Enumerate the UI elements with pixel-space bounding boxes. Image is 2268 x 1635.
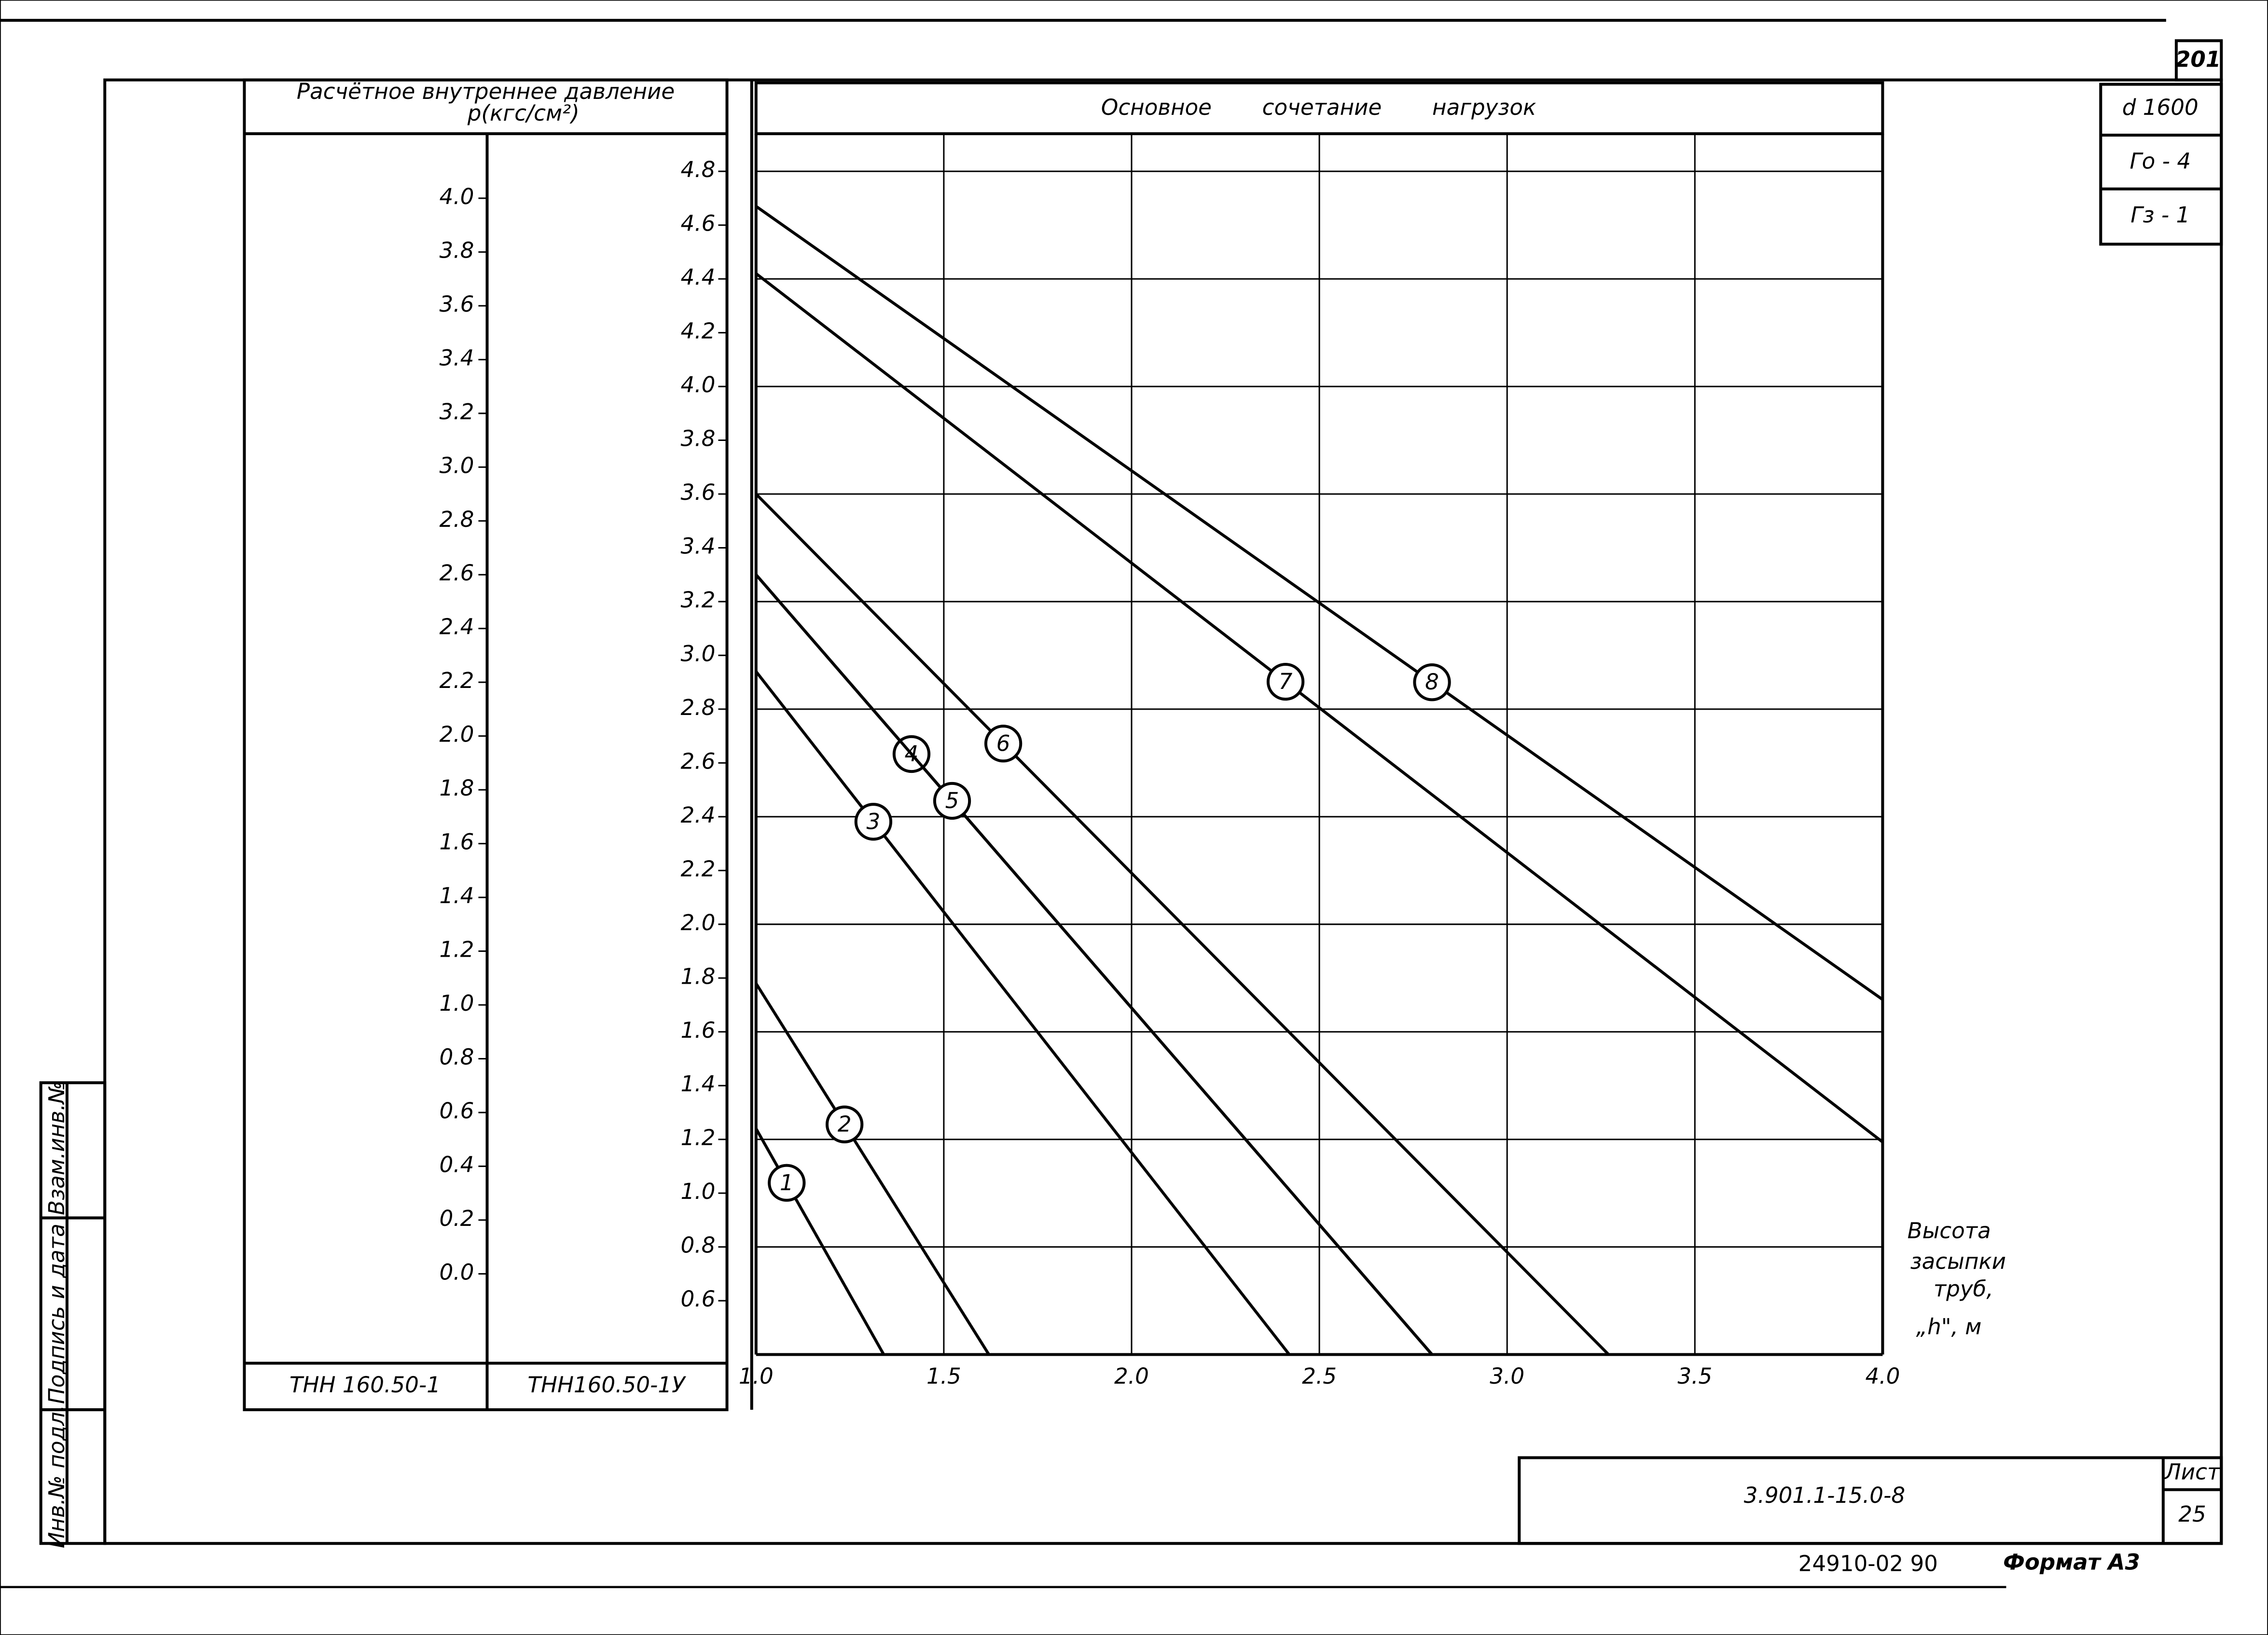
y2-tick-label: 0.2 [440, 1206, 474, 1231]
series-line [755, 982, 990, 1356]
y-tick-label: 1.0 [681, 1179, 716, 1204]
series-label-circle [984, 725, 1023, 763]
y-tick-label: 2.2 [681, 856, 716, 881]
y-axis-label: Расчётное внутреннее давление [297, 79, 675, 104]
side-label: Подпись и дата [44, 1223, 69, 1404]
y2-tick-label: 1.2 [440, 937, 474, 962]
series-line [755, 574, 1433, 1356]
series-label: 8 [1425, 669, 1439, 695]
y-tick-label: 4.8 [681, 157, 716, 182]
series-label-circle [768, 1164, 806, 1202]
y-tick-label: 4.6 [681, 211, 716, 236]
series-label: 5 [945, 788, 959, 813]
column-label: ТНН 160.50-1 [290, 1372, 441, 1398]
series-label-circle [933, 782, 971, 820]
y2-tick-label: 3.0 [440, 453, 474, 478]
y2-tick-label: 0.8 [440, 1044, 474, 1070]
y-tick-label: 2.4 [681, 802, 716, 828]
y-tick-label: 1.2 [681, 1125, 716, 1151]
series-label: 3 [867, 809, 881, 834]
x-tick-label: 2.5 [1302, 1363, 1337, 1389]
order-number: 24910-02 90 [1798, 1551, 1938, 1576]
series-label-circle [854, 803, 893, 841]
y-tick-label: 0.6 [681, 1286, 716, 1312]
sheet-number: 25 [2178, 1501, 2206, 1527]
x-tick-label: 3.0 [1490, 1363, 1524, 1389]
y-tick-label: 1.6 [681, 1017, 716, 1043]
y2-tick-label: 0.6 [440, 1098, 474, 1124]
x-tick-label: 1.0 [739, 1363, 774, 1389]
y2-tick-label: 3.4 [440, 345, 474, 371]
series-line [755, 671, 1291, 1356]
x-axis-label: Высота [1908, 1218, 1991, 1244]
y-tick-label: 2.8 [681, 695, 716, 720]
y2-tick-label: 1.4 [440, 883, 474, 908]
y-tick-label: 0.8 [681, 1233, 716, 1258]
series-label-circle [1413, 663, 1451, 701]
y2-tick-label: 3.8 [440, 237, 474, 263]
y2-tick-label: 1.0 [440, 990, 474, 1016]
y2-tick-label: 0.4 [440, 1152, 474, 1177]
y2-tick-label: 2.0 [440, 722, 474, 747]
frame [0, 19, 2223, 1588]
y-tick-label: 3.8 [681, 426, 716, 452]
series-line [755, 493, 1610, 1356]
y2-tick-label: 1.6 [440, 829, 474, 855]
x-axis-label: „h", м [1916, 1314, 1982, 1339]
y-tick-label: 2.6 [681, 748, 716, 774]
series-label: 6 [996, 730, 1010, 756]
series-line [755, 205, 1884, 1001]
side-label: Инв.№ подл. [44, 1405, 69, 1548]
document-code: 3.901.1-15.0-8 [1744, 1483, 1905, 1508]
series-label-circle [825, 1105, 864, 1143]
y2-tick-label: 0.0 [440, 1259, 474, 1285]
y-axis-label: p(кгс/см²) [467, 100, 580, 126]
x-axis-label: труб, [1934, 1276, 1993, 1302]
y2-tick-label: 2.6 [440, 560, 474, 586]
x-tick-label: 4.0 [1865, 1363, 1900, 1389]
y-tick-label: 3.6 [681, 480, 716, 505]
series-line [755, 272, 1884, 1143]
series-line [755, 1127, 885, 1356]
y-tick-label: 4.2 [681, 318, 716, 344]
side-label: Взам.инв.№ [44, 1081, 69, 1215]
x-tick-label: 2.0 [1114, 1363, 1149, 1389]
y2-tick-label: 2.4 [440, 614, 474, 640]
y2-tick-label: 2.2 [440, 668, 474, 693]
series-label-circle [1266, 662, 1305, 701]
column-label: ТНН160.50-1У [527, 1372, 686, 1398]
x-tick-label: 1.5 [927, 1363, 961, 1389]
series-label: 1 [780, 1170, 794, 1195]
y-tick-label: 4.0 [681, 372, 716, 398]
y-tick-label: 3.0 [681, 641, 716, 666]
stamp-text: d 1600 [2122, 95, 2199, 120]
series-label: 2 [838, 1112, 852, 1137]
stamp-text: Гз - 1 [2130, 202, 2190, 228]
y2-tick-label: 2.8 [440, 507, 474, 532]
y2-tick-label: 1.8 [440, 775, 474, 801]
chart-title: Основное сочетание нагрузок [1101, 95, 1536, 120]
y-tick-label: 2.0 [681, 910, 716, 935]
y-tick-label: 4.4 [681, 264, 716, 290]
sheet-label: Лист [2164, 1459, 2221, 1485]
x-axis-label: засыпки [1910, 1249, 2006, 1274]
y-tick-label: 1.4 [681, 1071, 716, 1097]
series-label: 7 [1279, 669, 1293, 694]
y2-tick-label: 3.2 [440, 399, 474, 425]
format: Формат А3 [2003, 1549, 2140, 1575]
y-tick-label: 1.8 [681, 963, 716, 989]
page-number: 201 [2175, 47, 2221, 72]
y2-tick-label: 3.6 [440, 291, 474, 317]
x-tick-label: 3.5 [1677, 1363, 1712, 1389]
y2-tick-label: 4.0 [440, 184, 474, 209]
y-tick-label: 3.4 [681, 533, 716, 559]
y-tick-label: 3.2 [681, 587, 716, 613]
stamp-text: Го - 4 [2130, 148, 2191, 174]
